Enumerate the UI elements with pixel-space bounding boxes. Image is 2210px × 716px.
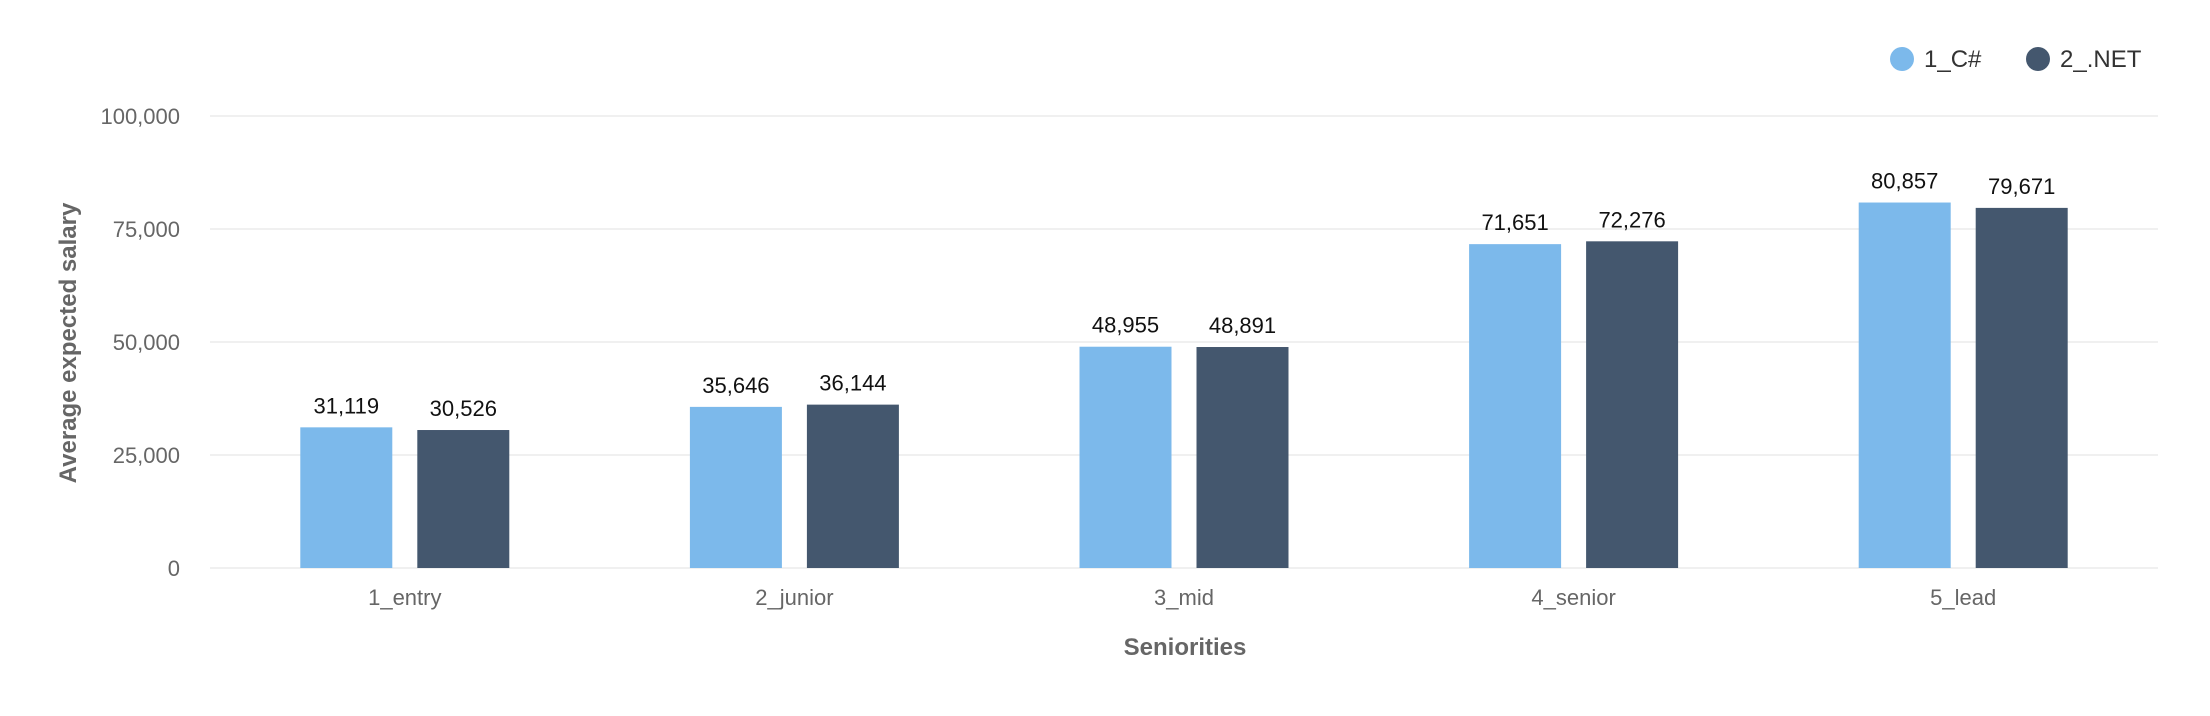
y-tick-label: 0: [168, 556, 180, 581]
bar: [1858, 202, 1951, 568]
y-tick-label: 25,000: [113, 443, 180, 468]
data-label: 48,891: [1209, 313, 1276, 338]
x-tick-label: 5_lead: [1930, 585, 1996, 610]
y-axis-title: Average expected salary: [55, 202, 82, 483]
y-tick-label: 50,000: [113, 330, 180, 355]
data-label: 71,651: [1481, 210, 1548, 235]
legend-label: 2_.NET: [2060, 46, 2142, 73]
data-label: 36,144: [819, 371, 886, 396]
data-label: 35,646: [702, 373, 769, 398]
data-labels: 31,119 30,526 35,646 36,144 48,955 48,891 71,6…: [313, 169, 2055, 421]
data-label: 72,276: [1598, 207, 1665, 232]
data-label: 80,857: [1871, 169, 1938, 194]
bar: [417, 430, 510, 568]
bar: [300, 427, 393, 568]
x-tick-label: 2_junior: [755, 585, 833, 610]
x-tick-label: 3_mid: [1154, 585, 1214, 610]
bar: [1196, 347, 1289, 568]
legend-marker: [1890, 47, 1914, 71]
y-tick-label: 75,000: [113, 217, 180, 242]
bars: [300, 202, 2068, 568]
gridlines: [210, 115, 2158, 569]
bar: [1586, 241, 1679, 568]
legend-marker: [2026, 47, 2050, 71]
legend-label: 1_C#: [1924, 46, 1982, 73]
bar: [1469, 244, 1562, 568]
bar: [1975, 207, 2068, 568]
x-axis-title: Seniorities: [1124, 634, 1247, 661]
y-tick-label: 100,000: [100, 104, 180, 129]
bar: [806, 404, 899, 568]
data-label: 31,119: [313, 393, 379, 418]
data-label: 30,526: [430, 396, 497, 421]
y-axis-ticks: 0 25,000 50,000 75,000 100,000: [100, 104, 180, 581]
data-label: 48,955: [1092, 313, 1159, 338]
x-tick-label: 4_senior: [1531, 585, 1615, 610]
x-axis-ticks: 1_entry 2_junior 3_mid 4_senior 5_lead: [368, 585, 1996, 610]
bar: [1079, 346, 1172, 568]
legend: 1_C# 2_.NET: [1890, 46, 2142, 73]
data-label: 79,671: [1988, 174, 2055, 199]
bar: [689, 406, 782, 568]
x-tick-label: 1_entry: [368, 585, 441, 610]
